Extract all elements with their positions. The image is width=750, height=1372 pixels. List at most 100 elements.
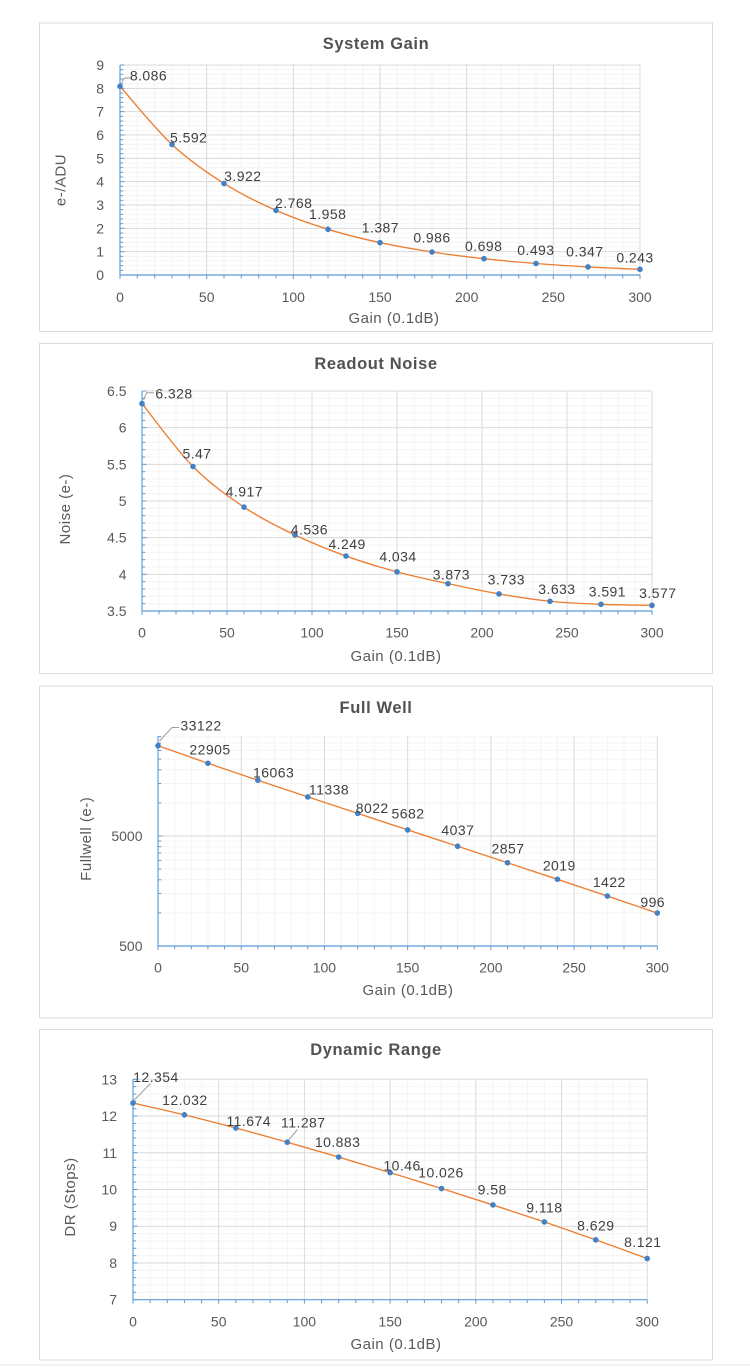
svg-text:150: 150 xyxy=(368,289,392,305)
svg-text:150: 150 xyxy=(378,1314,402,1330)
svg-text:Full Well: Full Well xyxy=(340,699,413,717)
svg-text:0: 0 xyxy=(129,1314,137,1330)
svg-text:Readout Noise: Readout Noise xyxy=(314,355,437,373)
svg-text:3.5: 3.5 xyxy=(107,603,127,619)
svg-text:11: 11 xyxy=(102,1145,117,1161)
svg-text:4.536: 4.536 xyxy=(291,522,328,538)
svg-text:11338: 11338 xyxy=(309,782,349,798)
svg-text:150: 150 xyxy=(396,960,420,976)
svg-text:11.674: 11.674 xyxy=(226,1113,270,1129)
svg-text:0: 0 xyxy=(138,625,146,641)
svg-text:50: 50 xyxy=(219,625,235,641)
svg-text:8.086: 8.086 xyxy=(130,68,167,84)
svg-text:3.591: 3.591 xyxy=(589,584,626,600)
svg-text:5682: 5682 xyxy=(392,806,425,822)
svg-text:5.47: 5.47 xyxy=(182,446,211,462)
svg-text:3.633: 3.633 xyxy=(538,581,575,597)
svg-text:50: 50 xyxy=(199,289,215,305)
svg-text:5: 5 xyxy=(119,493,127,509)
svg-text:Gain (0.1dB): Gain (0.1dB) xyxy=(350,648,441,665)
svg-text:100: 100 xyxy=(282,289,306,305)
svg-text:10: 10 xyxy=(101,1182,117,1198)
svg-text:1422: 1422 xyxy=(593,874,626,890)
svg-text:200: 200 xyxy=(470,625,494,641)
svg-text:10.026: 10.026 xyxy=(418,1164,464,1180)
svg-text:3.733: 3.733 xyxy=(488,572,525,588)
svg-text:1.387: 1.387 xyxy=(362,220,399,236)
svg-text:Fullwell (e-): Fullwell (e-) xyxy=(78,797,95,881)
svg-text:10.883: 10.883 xyxy=(315,1134,361,1150)
svg-text:6.5: 6.5 xyxy=(107,383,127,399)
svg-text:150: 150 xyxy=(385,625,409,641)
svg-text:6.328: 6.328 xyxy=(155,385,192,401)
svg-text:250: 250 xyxy=(555,625,579,641)
svg-text:1: 1 xyxy=(96,244,104,260)
svg-text:300: 300 xyxy=(646,960,670,976)
svg-text:500: 500 xyxy=(119,938,143,954)
svg-text:0.243: 0.243 xyxy=(616,250,653,266)
svg-text:2019: 2019 xyxy=(543,857,576,873)
svg-text:5000: 5000 xyxy=(111,828,142,844)
svg-text:200: 200 xyxy=(479,960,503,976)
svg-text:2: 2 xyxy=(96,220,104,236)
svg-text:0.986: 0.986 xyxy=(413,229,450,245)
svg-text:250: 250 xyxy=(542,289,566,305)
svg-text:Gain (0.1dB): Gain (0.1dB) xyxy=(350,1336,441,1353)
svg-text:9: 9 xyxy=(96,57,104,73)
svg-text:200: 200 xyxy=(464,1314,488,1330)
svg-text:250: 250 xyxy=(550,1314,574,1330)
svg-text:5.5: 5.5 xyxy=(107,456,127,472)
svg-text:8: 8 xyxy=(96,80,104,96)
svg-text:Gain (0.1dB): Gain (0.1dB) xyxy=(348,310,439,327)
svg-text:4.5: 4.5 xyxy=(107,530,127,546)
svg-text:Noise (e-): Noise (e-) xyxy=(57,474,74,545)
svg-text:12: 12 xyxy=(101,1108,117,1124)
svg-text:11.287: 11.287 xyxy=(281,1115,325,1131)
svg-text:50: 50 xyxy=(233,960,249,976)
svg-text:4037: 4037 xyxy=(441,822,474,838)
svg-text:4: 4 xyxy=(119,566,127,582)
svg-text:10.46: 10.46 xyxy=(383,1158,420,1174)
svg-text:7: 7 xyxy=(109,1292,117,1308)
svg-text:System Gain: System Gain xyxy=(323,35,430,53)
svg-text:5: 5 xyxy=(96,150,104,166)
svg-text:100: 100 xyxy=(313,960,337,976)
svg-text:7: 7 xyxy=(96,104,104,120)
svg-text:12.032: 12.032 xyxy=(162,1092,208,1108)
svg-text:0.347: 0.347 xyxy=(566,243,603,259)
svg-text:8: 8 xyxy=(109,1255,117,1271)
svg-text:0: 0 xyxy=(154,960,162,976)
svg-text:100: 100 xyxy=(300,625,324,641)
svg-text:4.034: 4.034 xyxy=(379,548,416,564)
svg-text:Gain (0.1dB): Gain (0.1dB) xyxy=(362,982,453,999)
svg-text:300: 300 xyxy=(640,625,664,641)
svg-text:996: 996 xyxy=(640,894,665,910)
svg-text:4.249: 4.249 xyxy=(328,536,365,552)
svg-text:8.121: 8.121 xyxy=(624,1234,661,1250)
svg-text:8022: 8022 xyxy=(356,800,389,816)
svg-text:100: 100 xyxy=(293,1314,317,1330)
svg-text:200: 200 xyxy=(455,289,479,305)
svg-text:2.768: 2.768 xyxy=(275,195,312,211)
svg-text:300: 300 xyxy=(636,1314,660,1330)
svg-text:Dynamic Range: Dynamic Range xyxy=(310,1041,442,1059)
svg-text:9: 9 xyxy=(109,1218,117,1234)
svg-text:5.592: 5.592 xyxy=(170,130,207,146)
svg-text:50: 50 xyxy=(211,1314,227,1330)
svg-text:12.354: 12.354 xyxy=(133,1069,179,1085)
svg-text:3.577: 3.577 xyxy=(639,585,676,601)
svg-text:13: 13 xyxy=(101,1071,117,1087)
svg-text:300: 300 xyxy=(628,289,652,305)
svg-text:9.118: 9.118 xyxy=(526,1199,562,1215)
svg-text:0: 0 xyxy=(96,267,104,283)
svg-text:4: 4 xyxy=(96,174,104,190)
svg-text:8.629: 8.629 xyxy=(577,1217,614,1233)
svg-text:6: 6 xyxy=(96,127,104,143)
svg-text:0: 0 xyxy=(116,289,124,305)
svg-text:3.873: 3.873 xyxy=(433,566,470,582)
svg-text:16063: 16063 xyxy=(253,765,294,781)
svg-text:3: 3 xyxy=(96,197,104,213)
svg-text:0.698: 0.698 xyxy=(465,238,502,254)
svg-text:6: 6 xyxy=(119,420,127,436)
svg-text:e-/ADU: e-/ADU xyxy=(53,154,70,206)
